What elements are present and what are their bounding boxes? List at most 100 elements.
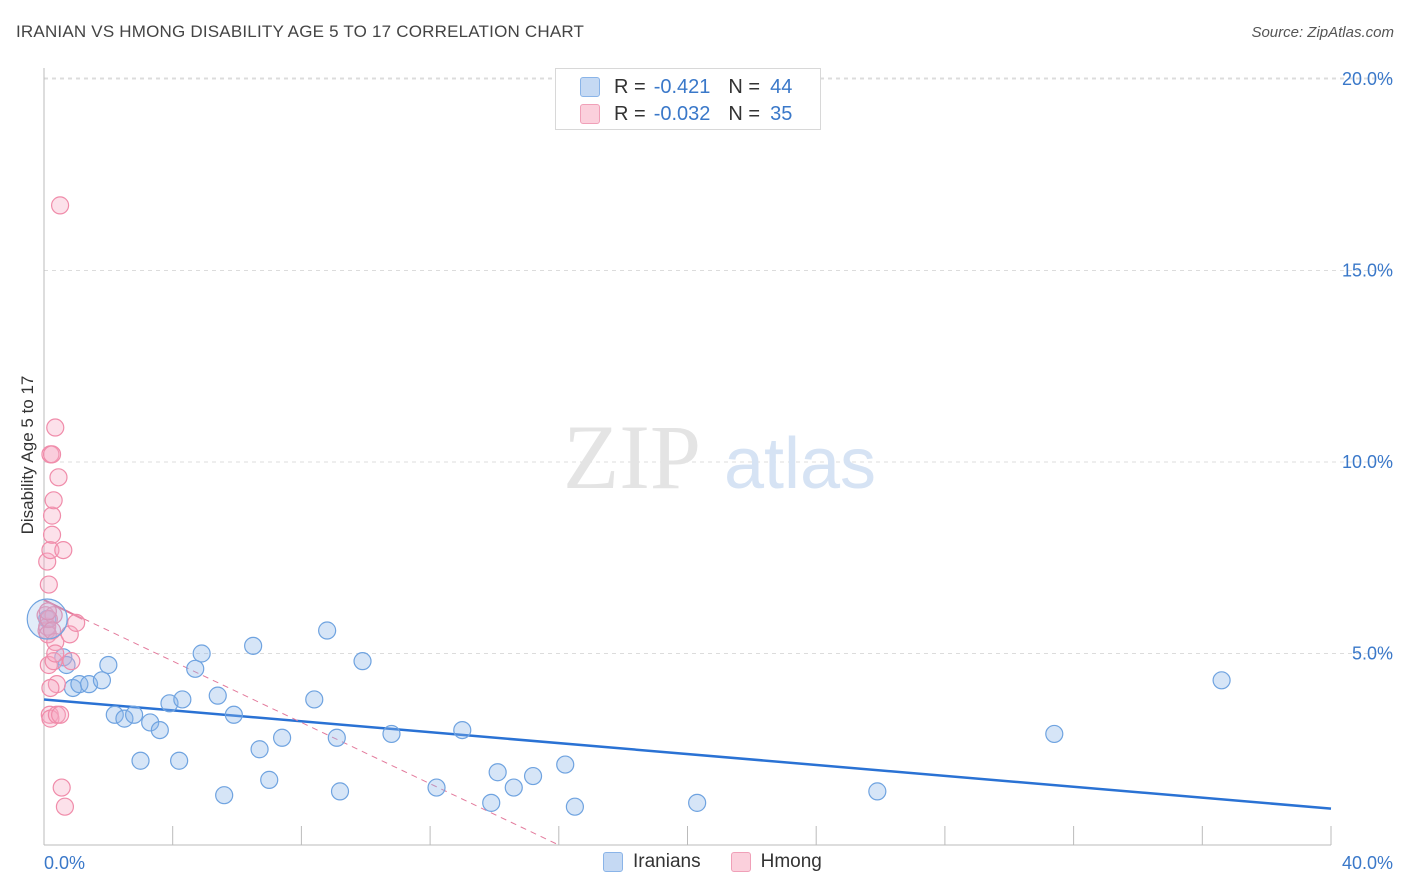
iranian-point <box>353 652 372 671</box>
iranian-point <box>170 751 189 770</box>
iranian-point <box>186 659 205 678</box>
legend-label-iranians: Iranians <box>633 851 701 872</box>
iranian-point <box>224 705 243 724</box>
legend-row-iranians: R = -0.421 N = 44 <box>580 75 792 99</box>
iranian-point <box>1045 724 1064 744</box>
iranian-point <box>305 690 324 709</box>
hmong-point <box>41 678 60 698</box>
r-label: R = <box>614 75 646 98</box>
iranian-point <box>260 770 279 789</box>
legend-label-hmong: Hmong <box>760 851 822 872</box>
hmong-point <box>46 418 65 437</box>
iranian-point <box>427 778 446 797</box>
hmong-point <box>49 468 68 487</box>
trend-line-hmong <box>43 599 560 846</box>
hmong-point <box>54 540 73 560</box>
watermark-zip: ZIP <box>563 406 701 508</box>
hmong-point <box>62 652 81 671</box>
legend-row-hmong: R = -0.032 N = 35 <box>580 102 792 126</box>
iranian-point <box>215 786 234 805</box>
iranian-point <box>318 621 337 640</box>
series-legend: Iranians Hmong <box>603 851 852 873</box>
hmong-point <box>60 625 79 644</box>
iranian-point <box>173 690 192 709</box>
source-label: Source: ZipAtlas.com <box>1251 24 1394 41</box>
hmong-point <box>50 705 70 724</box>
iranian-point <box>453 720 472 740</box>
hmong-point <box>41 540 60 560</box>
iranian-point <box>868 782 887 801</box>
chart-title: IRANIAN VS HMONG DISABILITY AGE 5 TO 17 … <box>16 22 585 41</box>
y-axis-title: Disability Age 5 to 17 <box>18 376 37 535</box>
hmong-point <box>55 797 75 816</box>
iranian-point <box>327 728 346 747</box>
y-tick-label: 20.0% <box>1342 69 1393 89</box>
iranian-point <box>192 644 211 663</box>
trend-line-iranians <box>43 698 1332 810</box>
iranian-point <box>105 705 124 724</box>
hmong-point <box>42 445 62 464</box>
iranian-point <box>250 740 269 759</box>
n-label: N = <box>728 75 761 98</box>
hmong-point <box>44 491 63 510</box>
hmong-swatch <box>730 852 751 872</box>
axes <box>43 68 1332 846</box>
grid-lines <box>44 77 1393 654</box>
hmong-swatch <box>580 104 600 124</box>
hmong-point <box>46 644 65 663</box>
iranian-point <box>272 728 292 747</box>
y-tick-label: 15.0% <box>1342 261 1393 281</box>
data-points <box>26 196 1231 816</box>
n-value: 44 <box>770 75 793 98</box>
hmong-point <box>50 196 70 215</box>
hmong-point <box>39 609 58 629</box>
iranian-point <box>488 763 507 782</box>
iranian-point <box>131 751 150 770</box>
hmong-point <box>52 778 71 797</box>
iranians-swatch <box>580 77 600 97</box>
hmong-point <box>67 613 86 632</box>
legend-item-iranians[interactable]: Iranians <box>603 851 701 873</box>
watermark: ZIP atlas <box>563 406 876 508</box>
x-tick-label-max: 40.0% <box>1342 853 1393 873</box>
r-value: -0.421 <box>653 75 711 98</box>
iranians-swatch <box>603 852 623 872</box>
hmong-point <box>39 575 58 594</box>
iranian-point <box>556 755 575 774</box>
y-tick-label: 5.0% <box>1352 644 1393 664</box>
tick-labels: 5.0% 10.0% 15.0% 20.0% 0.0% 40.0% <box>44 69 1393 873</box>
hmong-point <box>42 506 62 525</box>
iranian-point <box>688 793 707 812</box>
legend-item-hmong[interactable]: Hmong <box>730 851 822 873</box>
iranian-point <box>70 675 89 694</box>
iranian-point <box>99 655 118 675</box>
hmong-point <box>38 552 57 571</box>
stats-legend: R = -0.421 N = 44 R = -0.032 N = 35 <box>555 68 821 130</box>
iranian-point <box>330 782 350 801</box>
iranian-point <box>565 797 584 816</box>
iranian-point <box>244 636 263 655</box>
hmong-point <box>44 652 63 671</box>
iranian-point <box>124 705 144 724</box>
r-label: R = <box>614 102 646 125</box>
iranian-point <box>1212 671 1231 690</box>
iranian-point <box>150 720 169 740</box>
iranian-point <box>208 686 227 705</box>
hmong-point <box>42 525 62 544</box>
r-value: -0.032 <box>653 102 711 125</box>
iranian-point <box>92 671 112 690</box>
iranian-point <box>141 713 160 732</box>
iranian-point <box>523 766 543 786</box>
watermark-atlas: atlas <box>724 424 876 504</box>
iranian-point <box>382 724 401 744</box>
hmong-point <box>38 602 57 621</box>
x-tick-label-min: 0.0% <box>44 853 85 873</box>
iranian-point <box>504 778 523 797</box>
n-label: N = <box>728 102 761 125</box>
n-value: 35 <box>770 102 793 125</box>
iranian-point <box>115 709 134 728</box>
y-tick-label: 10.0% <box>1342 452 1393 472</box>
iranian-point-large <box>26 598 68 640</box>
iranian-point <box>482 793 501 812</box>
